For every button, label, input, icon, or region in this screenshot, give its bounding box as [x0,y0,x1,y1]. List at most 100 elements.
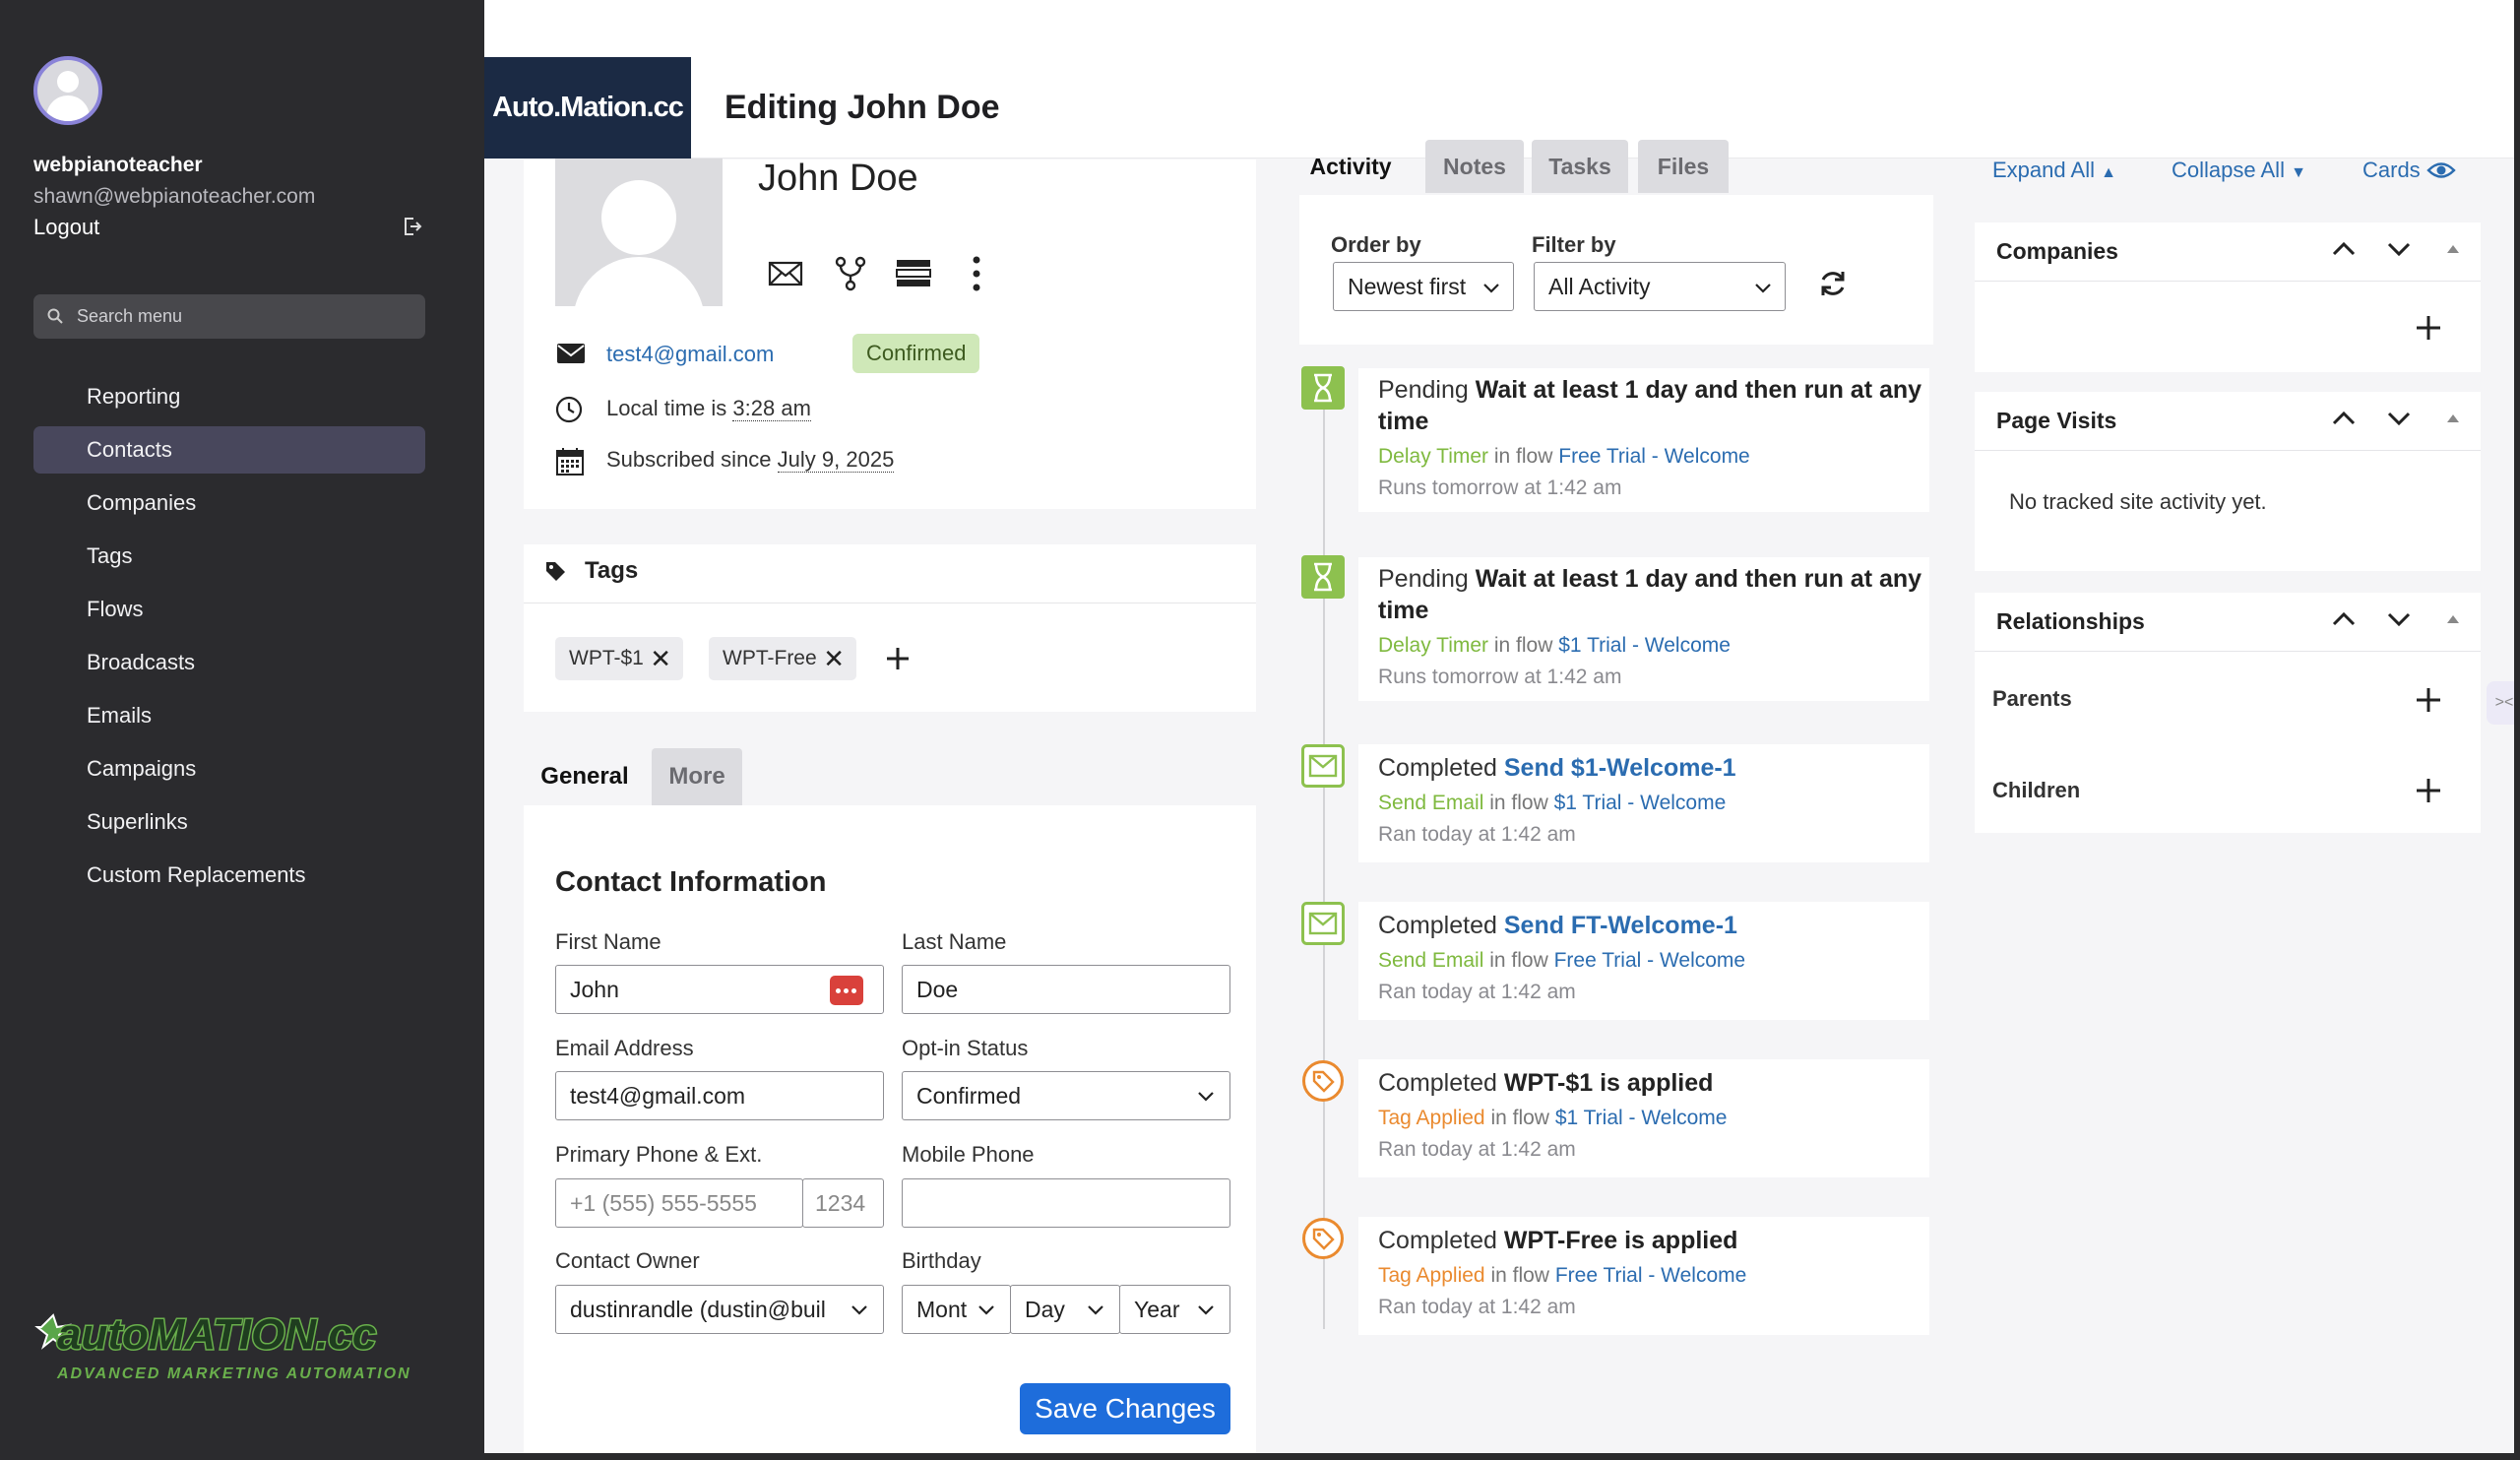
optin-select[interactable]: Confirmed [902,1071,1230,1120]
contact-info-card [524,805,1256,1453]
flow-action[interactable] [831,254,870,293]
envelope-icon [768,261,803,286]
owner-select[interactable]: dustinrandle (dustin@buil [555,1285,884,1334]
sidebar-item-tags[interactable]: Tags [87,543,133,568]
move-up-icon[interactable] [2329,604,2359,634]
tag-chip: WPT-Free ✕ [709,637,856,680]
tab-notes[interactable]: Notes [1425,140,1524,193]
sidebar-item-emails[interactable]: Emails [87,703,153,728]
search-menu[interactable] [33,294,425,339]
email-field[interactable]: test4@gmail.com [555,1071,884,1120]
relationships-panel [1975,593,2481,833]
svg-text:autoMATION.cc: autoMATION.cc [57,1310,376,1359]
activity-flow: Send Email in flow $1 Trial - Welcome [1378,792,1727,814]
tab-activity[interactable]: Activity [1309,154,1392,179]
activity-item [1358,1217,1929,1335]
filter-by-select[interactable]: All Activity [1534,262,1786,311]
order-by-select[interactable]: Newest first [1333,262,1514,311]
contact-email-link[interactable]: test4@gmail.com [606,342,775,366]
logout-link[interactable]: Logout [33,215,100,239]
tab-tasks[interactable]: Tasks [1532,140,1628,193]
password-manager-icon[interactable] [830,976,863,1005]
sidebar-item-reporting[interactable]: Reporting [87,384,181,409]
email-link[interactable]: Send FT-Welcome-1 [1503,912,1737,939]
cards-toggle[interactable]: Cards [2362,158,2456,183]
move-down-icon[interactable] [2384,234,2414,264]
page-visits-panel-header[interactable] [1975,392,2481,451]
phone-ext-field[interactable]: 1234 [802,1178,884,1228]
collapse-caret-icon[interactable] [2438,404,2468,433]
tags-header[interactable] [524,544,1256,603]
expand-all-link[interactable]: Expand All ▲ [1992,158,2116,182]
remove-tag-icon[interactable]: ✕ [650,644,671,673]
parents-label: Parents [1992,686,2072,711]
tab-files[interactable]: Files [1638,140,1729,193]
relationships-panel-header[interactable] [1975,593,2481,652]
activity-title: Completed Send $1-Welcome-1 [1378,754,1736,782]
tag-label: WPT-$1 [569,647,644,669]
flow-link[interactable]: $1 Trial - Welcome [1554,1107,1728,1129]
activity-flow: Delay Timer in flow $1 Trial - Welcome [1378,634,1731,657]
last-name-field[interactable]: Doe [902,965,1230,1014]
flow-link[interactable]: Free Trial - Welcome [1554,1264,1747,1287]
filter-by-label: Filter by [1532,232,1616,257]
flow-link[interactable]: $1 Trial - Welcome [1553,792,1727,814]
activity-item [1358,744,1929,862]
collapse-caret-icon[interactable] [2438,234,2468,264]
profile-photo[interactable] [555,159,723,306]
side-panel-handle-icon[interactable]: >< [2487,681,2514,725]
phone-label: Primary Phone & Ext. [555,1142,763,1167]
move-down-icon[interactable] [2384,604,2414,634]
user-email: shawn@webpianoteacher.com [33,185,316,208]
user-avatar[interactable] [33,56,102,125]
logout-icon[interactable] [402,216,423,237]
sidebar-item-contacts[interactable]: Contacts [33,426,425,474]
sidebar-item-flows[interactable]: Flows [87,597,144,621]
remove-tag-icon[interactable]: ✕ [823,644,845,673]
mobile-field[interactable] [902,1178,1230,1228]
sidebar-item-custom-replacements[interactable]: Custom Replacements [87,862,306,887]
save-changes-button[interactable]: Save Changes [1020,1383,1230,1434]
sidebar-item-superlinks[interactable]: Superlinks [87,809,188,834]
birthday-day-select[interactable]: Day [1010,1285,1120,1334]
main-content: Auto.Mation.cc Editing John Doe John Doe… [484,0,2514,1453]
mobile-label: Mobile Phone [902,1142,1035,1167]
add-tag-icon[interactable] [884,645,912,672]
app-logo[interactable]: Auto.Mation.cc [484,57,691,159]
refresh-icon[interactable] [1817,268,1849,299]
flow-link[interactable]: Free Trial - Welcome [1558,445,1750,468]
search-menu-input[interactable] [77,294,411,339]
birthday-year-select[interactable]: Year [1119,1285,1230,1334]
email-action[interactable] [766,254,805,293]
tags-title: Tags [585,557,639,584]
owner-label: Contact Owner [555,1248,700,1273]
move-up-icon[interactable] [2329,404,2359,433]
companies-panel-header[interactable] [1975,222,2481,282]
page-visits-empty-text: No tracked site activity yet. [2009,489,2267,514]
sidebar-nav: Reporting Contacts Companies Tags Flows … [33,373,425,905]
svg-text:ADVANCED MARKETING AUTOMATION: ADVANCED MARKETING AUTOMATION [56,1365,411,1382]
first-name-field[interactable]: John [555,965,884,1014]
list-action[interactable] [894,254,933,293]
email-link[interactable]: Send $1-Welcome-1 [1503,754,1736,782]
sidebar-item-broadcasts[interactable]: Broadcasts [87,650,196,674]
flow-link[interactable]: $1 Trial - Welcome [1558,634,1731,657]
envelope-icon [1301,902,1345,945]
sidebar-item-companies[interactable]: Companies [87,490,197,515]
phone-field[interactable]: +1 (555) 555-5555 [555,1178,803,1228]
collapse-all-link[interactable]: Collapse All ▼ [2172,158,2306,182]
add-child-icon[interactable] [2414,776,2443,805]
sidebar: webpianoteacher shawn@webpianoteacher.co… [0,0,484,1460]
move-down-icon[interactable] [2384,404,2414,433]
last-name-label: Last Name [902,929,1007,954]
add-company-icon[interactable] [2414,313,2443,343]
more-options-button[interactable] [957,254,996,293]
collapse-caret-icon[interactable] [2438,604,2468,634]
tab-general[interactable]: General [540,763,629,790]
flow-link[interactable]: Free Trial - Welcome [1553,949,1746,972]
move-up-icon[interactable] [2329,234,2359,264]
birthday-month-select[interactable]: Mont [902,1285,1011,1334]
add-parent-icon[interactable] [2414,685,2443,715]
sidebar-item-campaigns[interactable]: Campaigns [87,756,197,781]
tab-more[interactable]: More [652,748,742,805]
